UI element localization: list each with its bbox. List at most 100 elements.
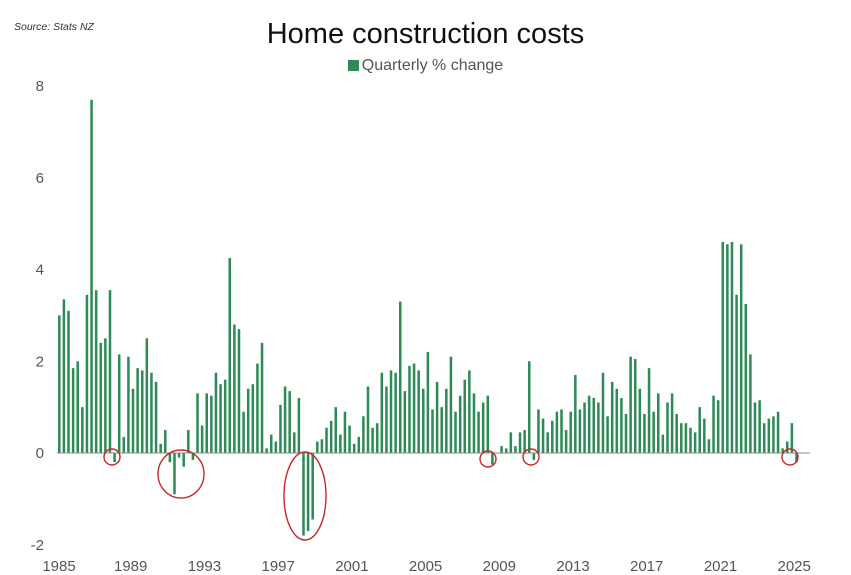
bar	[136, 368, 139, 453]
bar	[435, 381, 439, 453]
bar	[551, 420, 554, 453]
x-tick-label: 1985	[42, 558, 75, 575]
bar	[564, 430, 568, 453]
bar	[795, 453, 798, 463]
bar	[744, 303, 748, 453]
bar	[454, 411, 457, 453]
bar	[205, 393, 208, 453]
bar	[297, 397, 301, 453]
bar	[113, 453, 116, 463]
bar	[76, 361, 79, 453]
bar	[597, 402, 600, 453]
bar	[260, 342, 264, 453]
y-tick-label: 0	[36, 445, 44, 462]
x-tick-label: 1989	[114, 558, 147, 575]
bar	[509, 432, 513, 453]
y-tick-label: 6	[36, 170, 44, 187]
bar	[233, 324, 236, 453]
bar	[776, 411, 780, 453]
x-tick-label: 2025	[778, 558, 811, 575]
bar	[242, 411, 245, 453]
bar	[228, 258, 232, 453]
x-axis: 1985 1989 1993 1997 2001 2005 2009 2013 2017 2021…	[42, 558, 811, 575]
bar	[643, 414, 646, 453]
bar	[131, 388, 135, 453]
bar	[246, 388, 250, 453]
bar	[403, 391, 407, 453]
bar	[468, 370, 471, 453]
bar	[458, 395, 462, 453]
bar	[412, 363, 416, 453]
bar	[615, 388, 619, 453]
bar	[122, 436, 126, 453]
bar	[71, 368, 75, 453]
bar	[537, 409, 540, 453]
highlight-circles	[103, 448, 799, 541]
bar	[343, 411, 347, 453]
bar	[265, 448, 268, 453]
bar	[90, 99, 93, 453]
bar	[514, 446, 517, 453]
bar	[670, 393, 674, 453]
bar	[150, 372, 153, 453]
x-tick-label: 2017	[630, 558, 663, 575]
bars-layer	[58, 99, 798, 536]
bar	[546, 432, 549, 453]
bar	[67, 310, 70, 453]
bar	[767, 418, 771, 453]
y-axis: -2 0 2 4 6 8	[31, 78, 44, 554]
bar	[223, 379, 227, 453]
x-tick-label: 2005	[409, 558, 442, 575]
bar	[504, 448, 508, 453]
bar	[739, 244, 743, 453]
bar	[306, 453, 310, 531]
bar	[472, 393, 476, 453]
bar	[375, 423, 379, 453]
bar	[716, 400, 720, 453]
bar	[334, 407, 338, 454]
bar	[58, 315, 61, 454]
bar	[85, 294, 89, 453]
bar	[518, 432, 522, 453]
highlight-circle	[103, 448, 121, 466]
y-tick-label: 4	[36, 262, 44, 279]
bar	[320, 439, 324, 453]
bar	[592, 397, 596, 453]
source-note: Source: Stats NZ	[14, 21, 94, 33]
bar	[486, 395, 490, 453]
bar	[426, 352, 430, 453]
bar	[762, 423, 766, 453]
bar	[389, 370, 393, 453]
bar	[108, 290, 112, 453]
bar	[620, 397, 623, 453]
bar	[449, 356, 453, 453]
bar	[366, 386, 370, 453]
bar	[422, 388, 425, 453]
legend-label: Quarterly % change	[361, 57, 504, 74]
highlight-circle	[283, 451, 327, 541]
bar	[302, 453, 305, 536]
bar	[574, 375, 577, 453]
bar	[749, 354, 752, 453]
bar	[523, 430, 526, 453]
bar	[329, 420, 333, 453]
bar	[219, 384, 222, 453]
bar	[159, 443, 162, 453]
bar	[726, 244, 729, 453]
bar	[712, 395, 715, 453]
bar	[431, 409, 434, 453]
chart-title: Home construction costs	[266, 18, 585, 50]
bar	[173, 453, 176, 495]
bar	[500, 446, 503, 453]
bar	[680, 423, 683, 453]
bar	[772, 416, 775, 453]
y-tick-label: -2	[31, 537, 44, 554]
bar	[380, 372, 384, 453]
bar	[164, 430, 167, 453]
bar	[633, 358, 637, 453]
legend-swatch	[347, 60, 359, 71]
bar	[371, 427, 374, 453]
bar	[606, 416, 609, 453]
bar	[689, 427, 692, 453]
